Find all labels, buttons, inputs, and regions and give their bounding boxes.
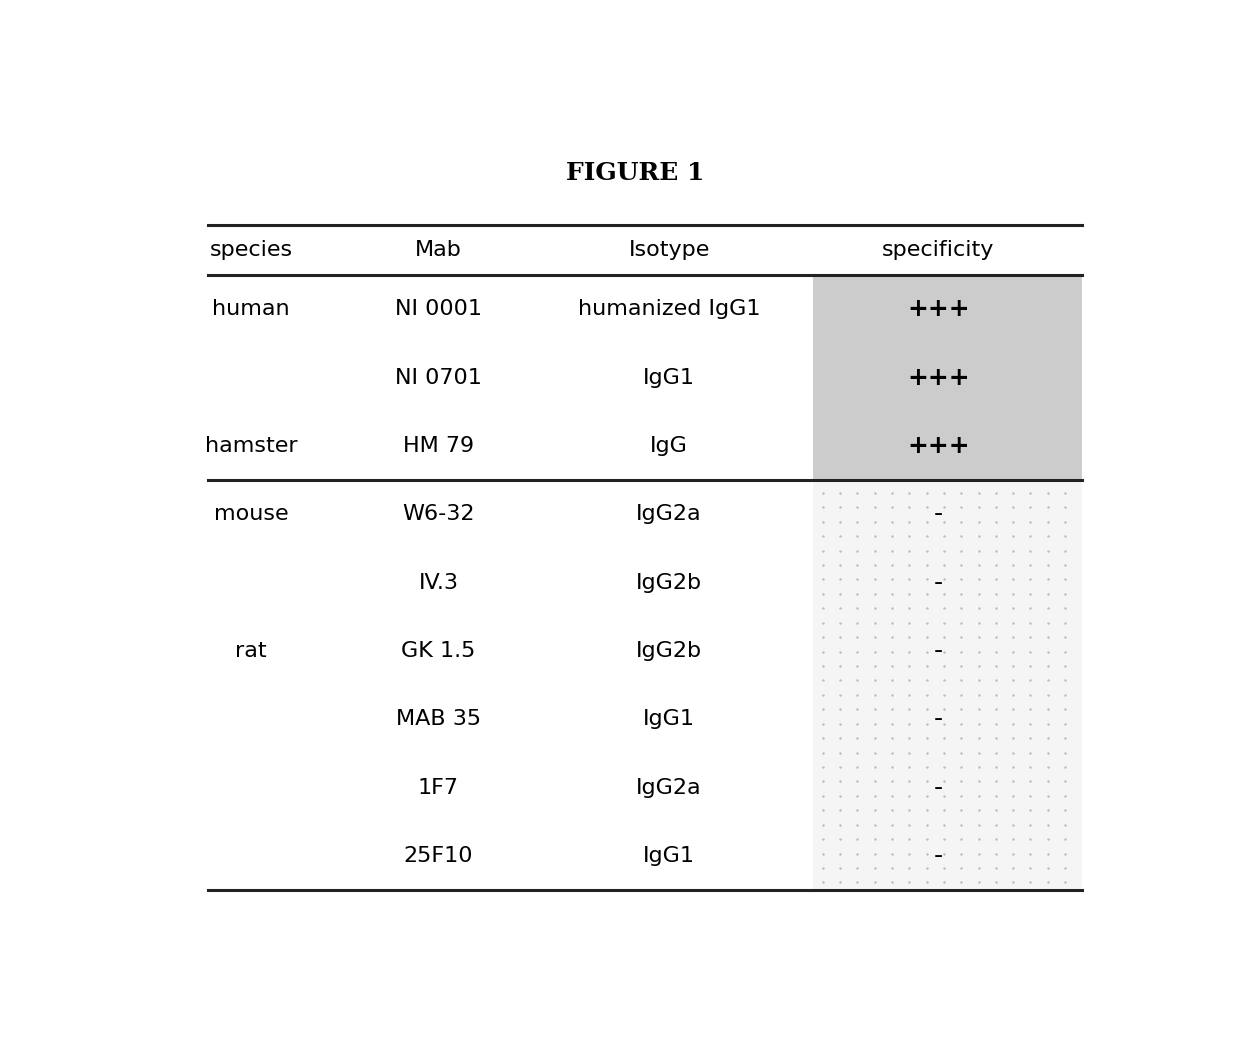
Text: IgG2b: IgG2b [636,573,702,592]
Text: NI 0701: NI 0701 [396,367,482,387]
Text: specificity: specificity [882,240,994,260]
Text: IgG1: IgG1 [644,710,696,730]
Text: Mab: Mab [415,240,463,260]
Text: GK 1.5: GK 1.5 [402,641,476,661]
Text: -: - [934,708,942,732]
Text: rat: rat [236,641,267,661]
Text: -: - [934,570,942,594]
Text: FIGURE 1: FIGURE 1 [567,161,704,185]
Bar [813,275,1083,480]
Text: MAB 35: MAB 35 [396,710,481,730]
Text: -: - [934,503,942,527]
Text: IgG1: IgG1 [644,367,696,387]
Text: +++: +++ [906,365,970,389]
Text: human: human [212,299,290,320]
Text: -: - [934,844,942,868]
Text: hamster: hamster [205,436,298,456]
Text: mouse: mouse [213,504,289,525]
Text: HM 79: HM 79 [403,436,474,456]
Text: W6-32: W6-32 [402,504,475,525]
Text: IgG: IgG [650,436,688,456]
Text: humanized IgG1: humanized IgG1 [578,299,760,320]
Text: NI 0001: NI 0001 [396,299,482,320]
Text: 1F7: 1F7 [418,778,459,797]
Text: +++: +++ [906,297,970,322]
Text: IgG1: IgG1 [644,846,696,866]
Text: IgG2b: IgG2b [636,641,702,661]
Text: IgG2a: IgG2a [636,778,702,797]
Text: 25F10: 25F10 [404,846,474,866]
Text: -: - [934,639,942,663]
Bar [813,480,1083,890]
Text: IgG2a: IgG2a [636,504,702,525]
Text: -: - [934,776,942,799]
Text: +++: +++ [906,434,970,458]
Text: Isotype: Isotype [629,240,709,260]
Text: IV.3: IV.3 [418,573,459,592]
Text: species: species [210,240,293,260]
